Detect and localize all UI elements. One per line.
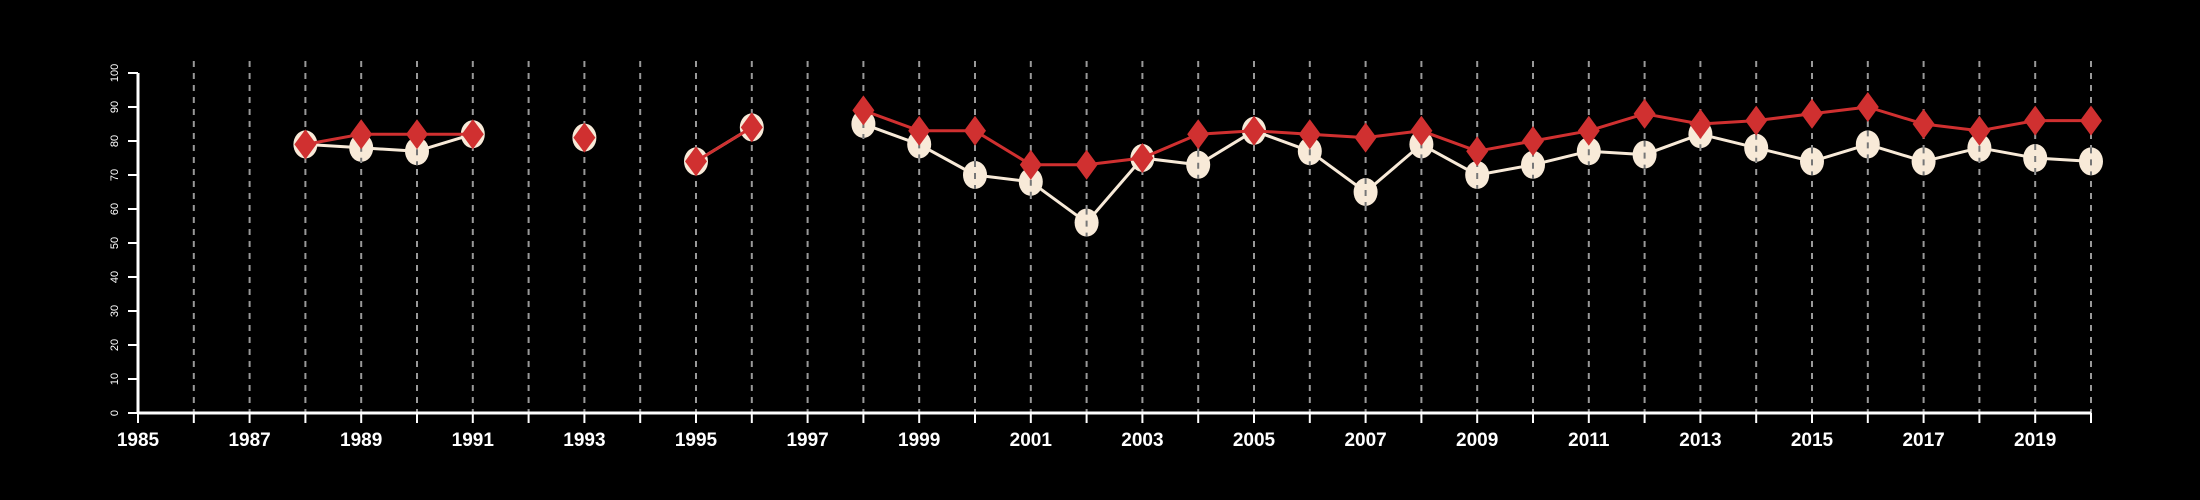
x-tick-label: 2001: [1010, 430, 1053, 451]
series-group: [293, 92, 2103, 237]
data-point: [1801, 98, 1823, 129]
series-diamond-segment: [1867, 105, 1925, 126]
series-diamond: [294, 92, 2102, 180]
y-tick-label: 80: [109, 135, 121, 147]
x-tick-label: 2011: [1568, 430, 1610, 451]
x-tick-label: 2019: [2014, 430, 2056, 451]
data-point: [1912, 109, 1935, 139]
series-diamond-segment: [862, 108, 920, 133]
x-tick-label: 2013: [1679, 430, 1721, 451]
series-diamond-segment: [1588, 112, 1646, 133]
data-point: [1577, 115, 1600, 146]
x-tick-label: 2007: [1344, 430, 1386, 451]
y-tick-label: 100: [109, 64, 121, 82]
y-tick-label: 90: [109, 101, 121, 113]
x-tick-label: 1999: [898, 430, 940, 451]
y-tick-label: 10: [109, 373, 121, 385]
data-point: [1354, 122, 1377, 153]
y-tick-label: 60: [109, 203, 121, 215]
data-point: [1187, 119, 1210, 150]
data-point: [1410, 115, 1433, 146]
data-point: [1633, 98, 1656, 129]
data-point: [350, 119, 373, 150]
y-tick-label: 70: [109, 169, 121, 181]
data-point: [852, 95, 875, 126]
data-point: [573, 122, 596, 153]
x-tick-label: 2017: [1902, 430, 1944, 451]
data-point: [2024, 105, 2047, 136]
data-point: [1131, 143, 1154, 173]
x-tick-label: 1987: [228, 430, 270, 451]
data-point: [1019, 149, 1042, 180]
series-diamond-segment: [974, 129, 1032, 167]
data-point: [2080, 105, 2102, 136]
data-point: [685, 146, 707, 177]
grid-lines: [192, 61, 2092, 413]
data-point: [1968, 115, 1991, 146]
x-tick-label: 1991: [452, 430, 495, 451]
series-diamond-segment: [1141, 132, 1199, 160]
y-tick-label: 30: [109, 305, 121, 317]
series-diamond-segment: [1420, 129, 1478, 153]
data-point: [1856, 92, 1879, 122]
x-tick-label: 2009: [1456, 430, 1498, 451]
series-diamond-segment: [695, 126, 753, 163]
series-circle-segment: [1085, 157, 1144, 224]
data-point: [1522, 126, 1544, 156]
data-point: [1075, 149, 1098, 180]
x-tick-label: 2015: [1791, 430, 1834, 451]
x-tick-label: 2003: [1121, 430, 1163, 451]
data-point: [1243, 115, 1265, 146]
x-tick-label: 1997: [786, 430, 828, 451]
x-tick-label: 1995: [675, 430, 718, 451]
data-point: [740, 112, 763, 143]
data-point: [406, 119, 428, 150]
data-point: [964, 115, 986, 146]
y-tick-label: 50: [109, 237, 121, 249]
y-tick-label: 40: [109, 271, 121, 283]
data-point: [1689, 109, 1712, 139]
data-point: [1466, 136, 1489, 167]
x-tick-label: 1985: [117, 430, 160, 451]
x-tick-label: 1993: [563, 430, 605, 451]
data-point: [908, 115, 931, 146]
x-tick-label: 1989: [340, 430, 382, 451]
data-point: [1745, 105, 1768, 136]
y-tick-label: 0: [109, 410, 121, 416]
data-point: [1298, 119, 1321, 150]
x-tick-label: 2005: [1233, 430, 1276, 451]
data-point: [294, 129, 317, 160]
y-tick-label: 20: [109, 339, 121, 351]
axes: 1985 1987 1989 1991 1993 1995 1997 1999 2001 2003…: [109, 64, 2092, 451]
data-point: [461, 119, 484, 150]
